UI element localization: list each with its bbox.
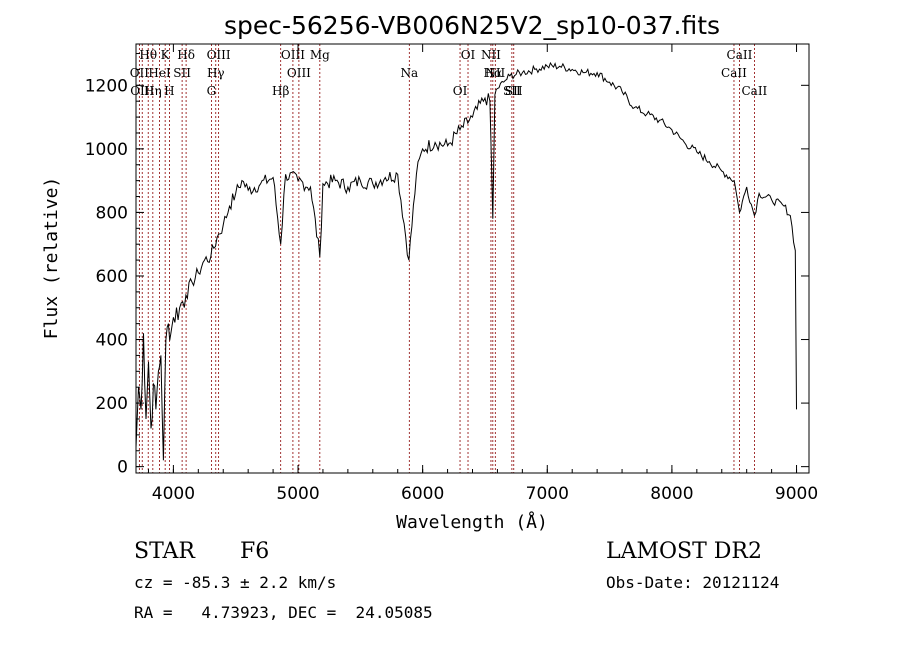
spectral-line-labels: HθOIIOIIIKHeIHηHδSIIHOIIIHγGOIIIOIIIHβMg… xyxy=(130,48,768,98)
chart-title: spec-56256-VB006N25V2_sp10-037.fits xyxy=(224,11,720,40)
line-label: Hθ xyxy=(139,48,157,62)
y-axis-ticks: 0 200 400 600 800 1000 1200 xyxy=(85,53,809,478)
line-label: OI xyxy=(461,48,476,62)
line-label: SII xyxy=(173,66,191,80)
x-tick-label: 7000 xyxy=(526,484,569,504)
x-tick-label: 4000 xyxy=(152,484,195,504)
line-label: OIII xyxy=(281,48,305,62)
line-label: SII xyxy=(505,84,523,98)
x-tick-label: 9000 xyxy=(775,484,818,504)
observation-date: Obs-Date: 20121124 xyxy=(606,573,780,592)
line-label: HeI xyxy=(148,66,171,80)
y-tick-label: 600 xyxy=(96,267,128,287)
line-label: OIII xyxy=(207,48,231,62)
line-label: Hη xyxy=(144,84,162,98)
line-label: Hγ xyxy=(207,66,225,80)
y-tick-label: 0 xyxy=(117,458,128,478)
survey-name: LAMOST DR2 xyxy=(606,539,762,564)
spectrum-line xyxy=(135,61,797,461)
line-label: Hβ xyxy=(272,84,289,98)
object-subclass: F6 xyxy=(240,539,270,564)
redshift-readout: cz = -85.3 ± 2.2 km/s xyxy=(134,573,337,592)
line-label: OI xyxy=(453,84,468,98)
line-label: SII xyxy=(503,84,521,98)
line-label: CaII xyxy=(727,48,753,62)
y-axis-label: Flux (relative) xyxy=(41,177,62,340)
coordinates: RA = 4.73923, DEC = 24.05085 xyxy=(134,603,433,622)
line-label: G xyxy=(207,84,217,98)
line-label: Na xyxy=(400,66,418,80)
line-label: Hα xyxy=(484,66,503,80)
line-label: CaII xyxy=(721,66,747,80)
x-axis-ticks: 4000 5000 6000 7000 8000 9000 xyxy=(147,44,818,504)
y-tick-label: 1200 xyxy=(85,76,128,96)
object-class: STAR xyxy=(134,539,195,564)
line-label: NII xyxy=(481,48,501,62)
line-label: K xyxy=(161,48,171,62)
x-axis-label: Wavelength (Å) xyxy=(396,511,548,533)
plot-frame xyxy=(135,43,810,474)
y-tick-label: 400 xyxy=(96,331,128,351)
line-label: NII xyxy=(485,66,505,80)
line-label: OII xyxy=(130,66,150,80)
y-tick-label: 800 xyxy=(96,203,128,223)
spectral-line-markers xyxy=(138,44,755,473)
y-tick-label: 1000 xyxy=(85,140,128,160)
line-label: CaII xyxy=(741,84,767,98)
x-tick-label: 5000 xyxy=(276,484,319,504)
line-label: Hδ xyxy=(177,48,195,62)
line-label: H xyxy=(164,84,174,98)
x-tick-label: 8000 xyxy=(650,484,693,504)
line-label: OIII xyxy=(287,66,311,80)
y-tick-label: 200 xyxy=(96,394,128,414)
x-tick-label: 6000 xyxy=(401,484,444,504)
line-label: Mg xyxy=(310,48,330,62)
